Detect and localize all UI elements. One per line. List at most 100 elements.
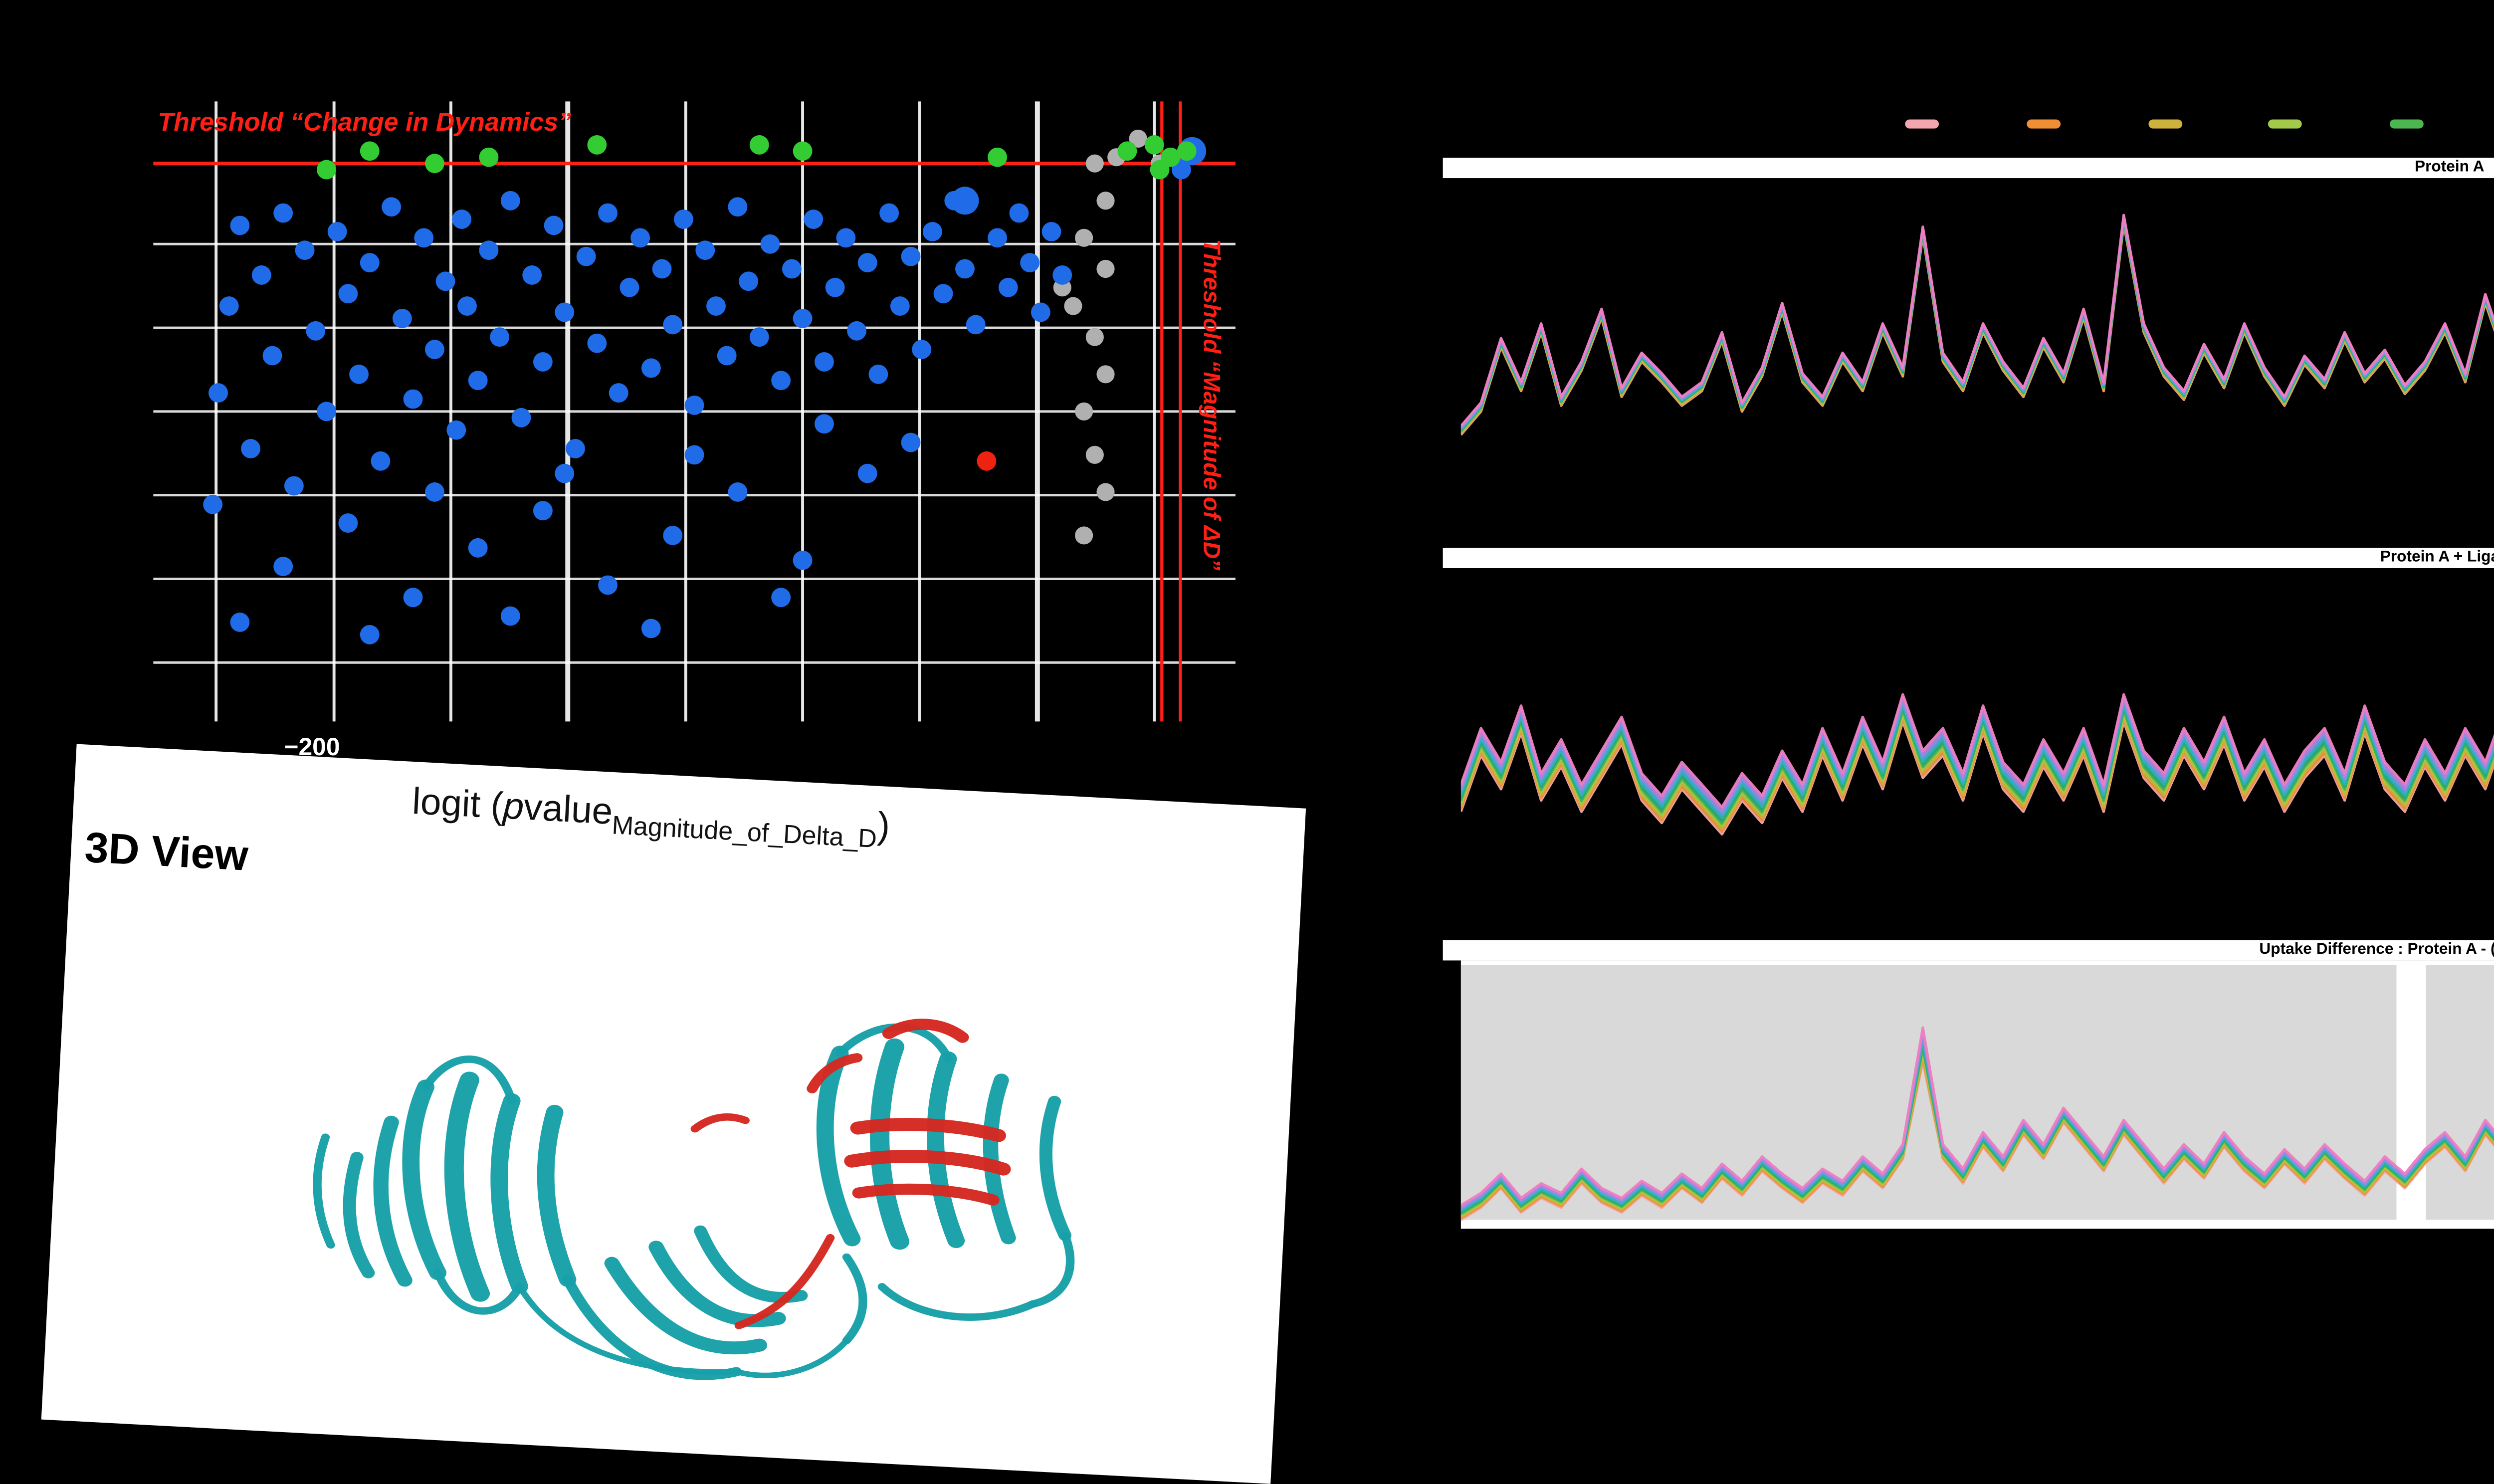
data-point[interactable]: [804, 210, 824, 229]
data-point[interactable]: [1075, 402, 1093, 421]
data-point[interactable]: [879, 203, 899, 223]
data-point[interactable]: [857, 463, 877, 483]
data-point[interactable]: [933, 284, 953, 304]
data-point[interactable]: [641, 619, 661, 638]
data-point[interactable]: [684, 395, 704, 415]
data-point[interactable]: [424, 340, 444, 360]
uptake-difference-panel[interactable]: [1460, 960, 2494, 1229]
data-point[interactable]: [424, 154, 444, 174]
data-point[interactable]: [598, 575, 618, 595]
data-point[interactable]: [998, 277, 1018, 297]
data-point[interactable]: [371, 451, 391, 471]
data-point[interactable]: [782, 259, 802, 279]
data-point[interactable]: [479, 147, 499, 167]
data-point[interactable]: [728, 482, 748, 502]
data-point[interactable]: [825, 277, 845, 297]
data-point[interactable]: [1096, 192, 1115, 210]
data-point[interactable]: [728, 197, 748, 217]
data-point[interactable]: [793, 308, 813, 328]
3d-view-panel[interactable]: logit (pvalueMagnitude_of_Delta_D) 3D Vi…: [41, 744, 1306, 1484]
data-point[interactable]: [955, 259, 975, 279]
data-point[interactable]: [1096, 365, 1115, 384]
data-point[interactable]: [360, 253, 380, 272]
data-point[interactable]: [576, 246, 596, 266]
data-point[interactable]: [695, 240, 715, 260]
data-point[interactable]: [901, 432, 921, 452]
data-point[interactable]: [901, 246, 921, 266]
data-point[interactable]: [1177, 141, 1197, 161]
data-point[interactable]: [1096, 259, 1115, 278]
data-point[interactable]: [793, 141, 813, 161]
uptake-difference-canvas[interactable]: [1460, 960, 2494, 1229]
uptake-plot-protein-a-ligand[interactable]: [1460, 571, 2494, 929]
data-point[interactable]: [230, 613, 250, 632]
data-point[interactable]: [544, 215, 564, 235]
data-point[interactable]: [360, 625, 380, 644]
data-point[interactable]: [306, 321, 326, 341]
data-point[interactable]: [1020, 253, 1040, 272]
data-point[interactable]: [1085, 154, 1104, 173]
data-point[interactable]: [1129, 129, 1147, 148]
data-point[interactable]: [620, 277, 639, 297]
data-point[interactable]: [219, 296, 239, 316]
data-point[interactable]: [587, 333, 607, 353]
data-point[interactable]: [403, 389, 423, 409]
data-point[interactable]: [382, 197, 402, 217]
data-point[interactable]: [815, 352, 834, 372]
data-point[interactable]: [1075, 526, 1093, 545]
data-point[interactable]: [630, 228, 650, 248]
data-point[interactable]: [566, 439, 585, 458]
data-point[interactable]: [533, 352, 553, 372]
data-point[interactable]: [652, 259, 672, 279]
data-point[interactable]: [988, 228, 1007, 248]
data-point[interactable]: [1075, 228, 1093, 247]
data-point[interactable]: [338, 513, 358, 533]
data-point[interactable]: [1009, 203, 1029, 223]
data-point[interactable]: [1085, 328, 1104, 346]
data-point[interactable]: [771, 588, 791, 608]
data-point[interactable]: [295, 240, 315, 260]
data-point[interactable]: [706, 296, 726, 316]
data-point[interactable]: [1052, 265, 1072, 285]
data-point[interactable]: [1117, 141, 1137, 161]
data-point[interactable]: [327, 221, 347, 241]
data-point[interactable]: [684, 445, 704, 465]
data-point[interactable]: [446, 420, 466, 440]
data-point[interactable]: [457, 296, 477, 316]
data-point[interactable]: [922, 221, 942, 241]
data-point[interactable]: [749, 135, 769, 155]
data-point[interactable]: [424, 482, 444, 502]
data-point[interactable]: [1144, 135, 1164, 155]
data-point[interactable]: [793, 550, 813, 570]
data-point[interactable]: [966, 315, 986, 335]
volcano-scatter-canvas[interactable]: [153, 101, 1236, 722]
data-point[interactable]: [609, 383, 628, 403]
data-point[interactable]: [868, 364, 888, 384]
data-point[interactable]: [468, 538, 488, 558]
volcano-plot[interactable]: Threshold “Change in Dynamics”: [153, 101, 1236, 722]
data-point[interactable]: [739, 271, 759, 291]
data-point[interactable]: [479, 240, 499, 260]
data-point[interactable]: [273, 557, 293, 577]
data-point[interactable]: [951, 187, 979, 215]
data-point[interactable]: [317, 402, 336, 422]
data-point[interactable]: [890, 296, 910, 316]
data-point[interactable]: [284, 476, 304, 496]
data-point[interactable]: [717, 346, 737, 366]
data-point[interactable]: [912, 340, 932, 360]
data-point[interactable]: [262, 346, 282, 366]
data-point[interactable]: [349, 364, 369, 384]
data-point[interactable]: [555, 463, 575, 483]
data-point[interactable]: [500, 191, 520, 211]
data-point[interactable]: [511, 408, 531, 427]
data-point[interactable]: [241, 439, 261, 458]
data-point[interactable]: [338, 284, 358, 304]
data-point[interactable]: [490, 327, 510, 347]
data-point[interactable]: [208, 383, 228, 403]
data-point[interactable]: [452, 210, 472, 229]
data-point[interactable]: [847, 321, 866, 341]
data-point[interactable]: [1064, 297, 1082, 315]
data-point[interactable]: [230, 215, 250, 235]
data-point[interactable]: [360, 141, 380, 161]
data-point[interactable]: [273, 203, 293, 223]
